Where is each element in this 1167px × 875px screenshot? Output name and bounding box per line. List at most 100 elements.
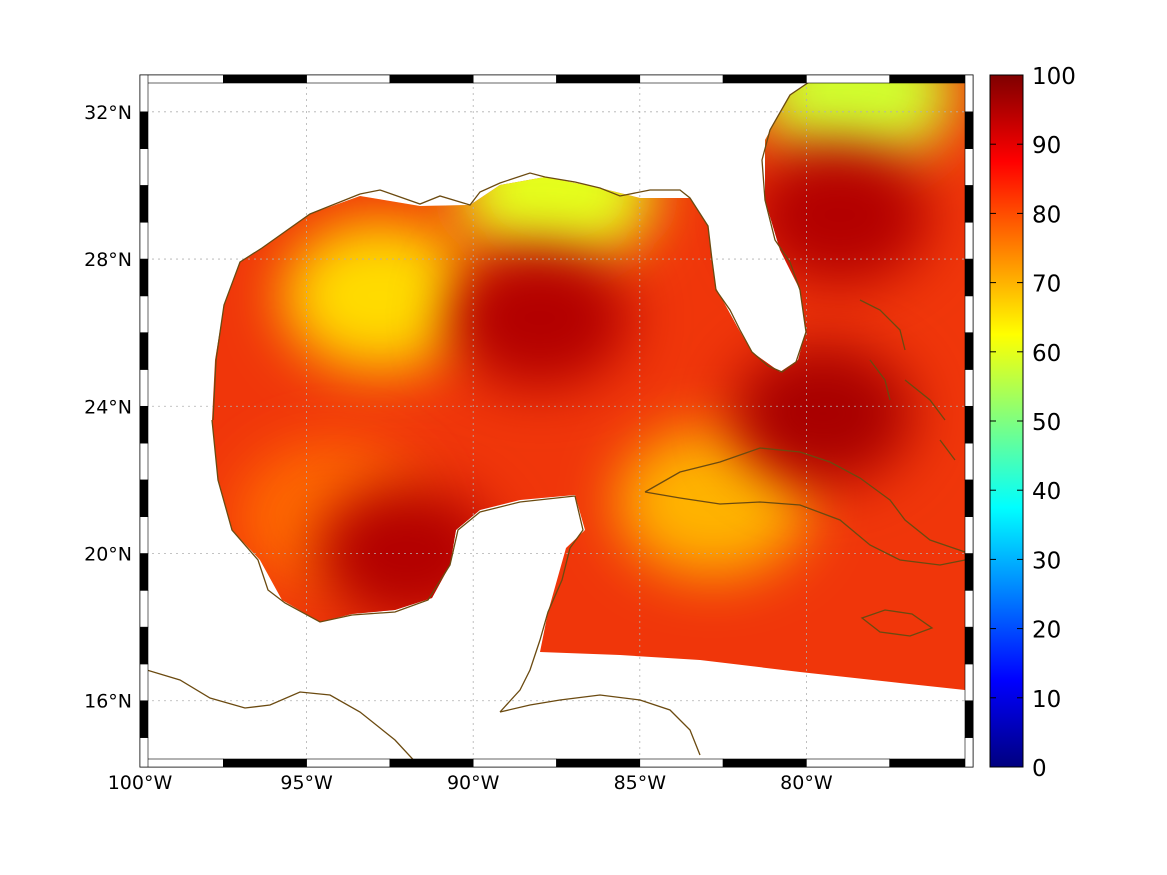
coastline-yucatan (499, 495, 584, 713)
frame-segment-top-1 (223, 74, 307, 84)
coastline-bahamas (859, 299, 956, 461)
frame-segment-right-13 (964, 258, 974, 297)
frame-segment-left-9 (139, 405, 149, 444)
colorbar-tick-label: 20 (1032, 618, 1061, 644)
field-feature-1 (459, 117, 654, 268)
coastline-us-gulf (359, 75, 819, 373)
frame-segment-left-2 (139, 663, 149, 702)
frame-segment-top-3 (389, 74, 474, 84)
frame-segment-bottom-9 (889, 758, 974, 768)
frame-segment-right-2 (964, 663, 974, 702)
colorbar-tick-label: 100 (1032, 64, 1076, 90)
frame-segment-bottom-6 (639, 758, 724, 768)
frame-segment-left-12 (139, 295, 149, 333)
frame-segment-right-17 (964, 111, 974, 149)
lat-tick-label: 16°N (84, 691, 132, 713)
frame-segment-left-5 (139, 553, 149, 591)
frame-segment-top-4 (472, 74, 557, 84)
frame-segment-right-14 (964, 221, 974, 260)
coastline-mexico-gulf (211, 193, 576, 623)
frame-segment-bottom-3 (389, 758, 474, 768)
frame-segment-bottom-7 (722, 758, 807, 768)
frame-segment-top-9 (889, 74, 974, 84)
coastline-gulf (140, 667, 421, 767)
lon-tick-label: 100°W (108, 772, 173, 794)
frame-segment-top-7 (722, 74, 807, 84)
frame-segment-left-1 (139, 700, 149, 738)
data-field (212, 76, 965, 690)
frame-segment-left-16 (139, 148, 149, 186)
frame-segment-left-8 (139, 442, 149, 481)
coastline-cuba (644, 447, 966, 566)
colorbar-tick-label: 50 (1032, 410, 1061, 436)
frame-segment-bottom-4 (472, 758, 557, 768)
coastline-central-america (499, 694, 701, 756)
frame-segment-left-7 (139, 479, 149, 518)
frame-segment-right-3 (964, 626, 974, 665)
lon-tick-label: 80°W (780, 772, 833, 794)
colorbar: 0 10 20 30 40 50 60 70 80 90 100 (989, 64, 1076, 782)
frame-segment-right-18 (964, 74, 974, 113)
coastlines (140, 75, 966, 767)
frame-segment-top-6 (639, 74, 724, 84)
field-feature-2 (758, 76, 954, 169)
colorbar-tick-label: 40 (1032, 479, 1061, 505)
frame-segment-left-0 (139, 737, 149, 768)
longitude-labels: 100°W 95°W 90°W 85°W 80°W (108, 772, 833, 794)
frame-segment-right-6 (964, 516, 974, 554)
colorbar-tick-label: 80 (1032, 202, 1061, 228)
lon-tick-label: 95°W (280, 772, 333, 794)
frame-segment-left-6 (139, 516, 149, 554)
frame-segment-top-5 (556, 74, 641, 84)
frame-segment-left-15 (139, 185, 149, 223)
colorbar-tick-label: 70 (1032, 272, 1061, 298)
field-feature-0 (282, 220, 478, 371)
frame-segment-left-3 (139, 626, 149, 665)
coastline-jamaica (860, 609, 934, 637)
frame-segment-right-5 (964, 553, 974, 591)
lat-tick-label: 32°N (84, 102, 132, 124)
frame-segment-bottom-2 (306, 758, 391, 768)
frame-segment-left-14 (139, 221, 149, 260)
frame-segment-right-8 (964, 442, 974, 481)
frame-segment-right-12 (964, 295, 974, 333)
lon-tick-label: 90°W (447, 772, 500, 794)
frame-checker (139, 74, 974, 768)
frame-segment-right-9 (964, 405, 974, 444)
colorbar-tick-label: 30 (1032, 548, 1061, 574)
frame-segment-bottom-5 (556, 758, 641, 768)
field-feature-5 (448, 247, 631, 388)
frame-segment-right-11 (964, 332, 974, 370)
lat-tick-label: 24°N (84, 396, 132, 418)
lat-tick-label: 28°N (84, 249, 132, 271)
frame-segment-left-17 (139, 111, 149, 149)
frame-segment-bottom-1 (223, 758, 307, 768)
map-frame (139, 74, 974, 768)
colorbar-tick-label: 0 (1032, 756, 1047, 782)
frame-segment-top-2 (306, 74, 391, 84)
frame-segment-right-1 (964, 700, 974, 738)
frame-segment-right-10 (964, 369, 974, 407)
frame-segment-left-4 (139, 590, 149, 628)
frame-segment-top-8 (806, 74, 891, 84)
frame-segment-bottom-0 (139, 758, 224, 768)
field-feature-7 (732, 343, 915, 484)
frame-segment-top-0 (139, 74, 224, 84)
frame-segment-right-0 (964, 737, 974, 768)
frame-segment-right-15 (964, 185, 974, 223)
colorbar-tick-label: 90 (1032, 133, 1061, 159)
colorbar-tick-label: 10 (1032, 687, 1061, 713)
latitude-labels: 16°N 20°N 24°N 28°N 32°N (84, 102, 132, 713)
colorbar-ticks: 0 10 20 30 40 50 60 70 80 90 100 (990, 64, 1076, 782)
colorbar-tick-label: 60 (1032, 341, 1061, 367)
lon-tick-label: 85°W (614, 772, 667, 794)
frame-segment-right-4 (964, 590, 974, 628)
frame-segment-left-13 (139, 258, 149, 297)
frame-segment-right-7 (964, 479, 974, 518)
field-feature-8 (748, 144, 931, 285)
frame-segment-bottom-8 (806, 758, 891, 768)
lat-tick-label: 20°N (84, 544, 132, 566)
frame-segment-left-18 (139, 74, 149, 113)
frame-segment-right-16 (964, 148, 974, 186)
